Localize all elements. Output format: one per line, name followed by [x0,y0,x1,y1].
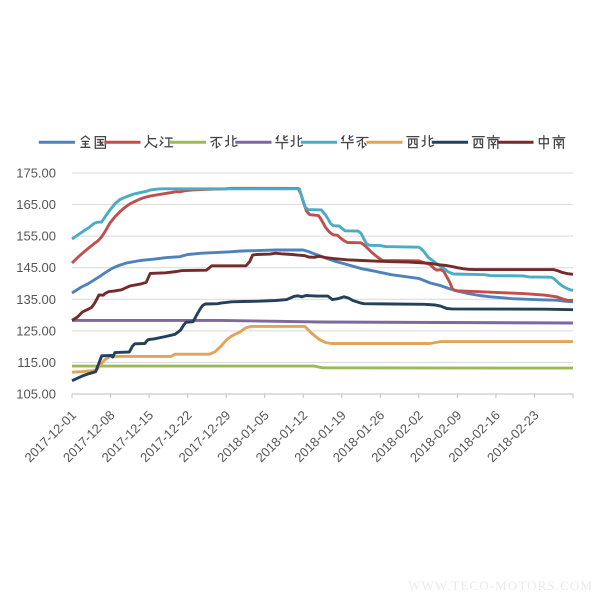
svg-text:145.00: 145.00 [16,260,56,275]
svg-text:135.00: 135.00 [16,292,56,307]
svg-text:WWW.TECO-MOTORS.COM: WWW.TECO-MOTORS.COM [408,578,593,593]
svg-text:165.00: 165.00 [16,197,56,212]
svg-text:155.00: 155.00 [16,229,56,244]
svg-text:125.00: 125.00 [16,323,56,338]
svg-text:115.00: 115.00 [17,355,56,370]
svg-text:105.00: 105.00 [16,387,56,402]
svg-text:175.00: 175.00 [16,166,56,181]
